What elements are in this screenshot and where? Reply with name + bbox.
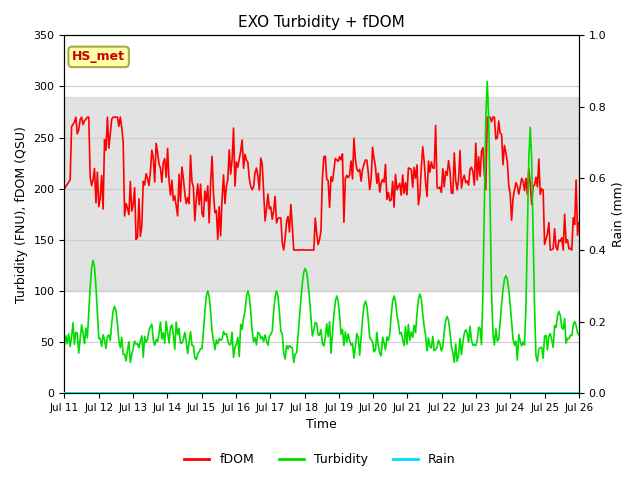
Title: EXO Turbidity + fDOM: EXO Turbidity + fDOM [238, 15, 405, 30]
X-axis label: Time: Time [307, 419, 337, 432]
Legend: fDOM, Turbidity, Rain: fDOM, Turbidity, Rain [179, 448, 461, 471]
Text: HS_met: HS_met [72, 50, 125, 63]
Y-axis label: Rain (mm): Rain (mm) [612, 181, 625, 247]
Bar [65, 96, 579, 291]
Y-axis label: Turbidity (FNU), fDOM (QSU): Turbidity (FNU), fDOM (QSU) [15, 126, 28, 303]
